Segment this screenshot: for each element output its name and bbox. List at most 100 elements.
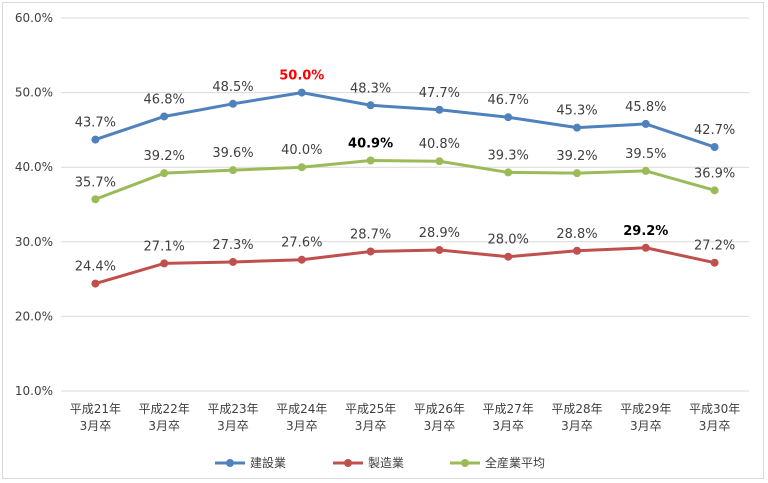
data-label: 48.5% [212,80,253,95]
data-label: 29.2% [623,224,668,239]
data-point [160,112,169,121]
data-point [573,169,581,178]
y-tick-label: 50.0% [15,86,53,100]
x-tick-label: 平成29年 [620,402,671,416]
y-tick-label: 60.0% [15,11,53,25]
data-label: 40.0% [281,143,322,158]
data-point [366,101,375,110]
x-tick-label: 平成22年 [139,402,190,416]
data-point [573,246,581,255]
data-label: 47.7% [419,86,460,101]
data-point [435,246,444,255]
data-label: 45.3% [556,104,597,119]
legend-label: 全産業平均 [485,455,545,470]
x-tick-label: 3月卒 [492,419,524,433]
legend: 建設業 製造業 全産業平均 [215,455,545,470]
x-tick-label: 平成26年 [414,402,465,416]
data-label: 27.3% [212,238,253,253]
data-point [641,166,650,175]
x-tick-label: 平成24年 [276,402,327,416]
x-tick-label: 3月卒 [355,419,387,433]
data-label: 39.3% [488,148,529,163]
legend-label: 製造業 [368,456,404,470]
data-point [641,243,650,252]
data-label: 27.1% [144,239,185,254]
data-label: 28.7% [350,227,391,242]
data-point [710,258,719,267]
x-tick-label: 平成23年 [207,402,258,416]
data-point [229,99,237,108]
x-axis-labels: 平成21年 3月卒 平成22年 3月卒 平成23年 3月卒 平成24年 3月卒 平成25年 3月卒… [70,402,740,433]
x-tick-label: 平成21年 [70,402,121,416]
data-point [297,255,306,264]
data-point [435,105,444,114]
series-lines [93,91,717,286]
data-label: 28.0% [488,233,529,248]
data-point [435,157,444,166]
x-tick-label: 3月卒 [561,419,593,433]
y-axis-labels: 10.0% 20.0% 30.0% 40.0% 50.0% 60.0% [15,11,53,398]
data-label: 46.7% [488,93,529,108]
data-label: 28.9% [419,226,460,241]
x-tick-label: 平成27年 [483,402,534,416]
legend-swatch-marker [226,459,234,467]
data-point [366,247,375,256]
x-tick-label: 3月卒 [424,419,456,433]
data-point [710,186,719,195]
gridlines [61,17,749,392]
x-tick-label: 平成30年 [689,402,740,416]
data-point [366,156,375,165]
x-tick-label: 3月卒 [217,419,249,433]
data-label: 27.2% [694,239,735,254]
x-tick-label: 3月卒 [80,419,112,433]
legend-item: 全産業平均 [450,455,545,470]
data-point [297,88,306,97]
data-label: 50.0% [279,69,324,84]
data-label: 35.7% [75,175,116,190]
y-tick-label: 10.0% [15,384,53,398]
data-label: 27.6% [281,236,322,251]
legend-swatch-marker [344,459,352,467]
data-label: 40.8% [419,137,460,152]
data-label: 28.8% [556,227,597,242]
data-label: 39.2% [556,149,597,164]
x-tick-label: 平成28年 [551,402,602,416]
data-point [160,259,169,268]
data-label: 46.8% [144,92,185,107]
data-point [91,279,100,288]
y-tick-label: 40.0% [15,160,53,174]
data-point [504,168,513,177]
data-label: 42.7% [694,123,735,138]
legend-item: 製造業 [333,456,404,470]
data-label: 45.8% [625,100,666,115]
data-point [504,252,513,261]
series-line [93,91,717,149]
data-point [229,257,237,266]
y-tick-label: 20.0% [15,309,53,323]
legend-swatch-marker [461,459,469,467]
data-point [91,135,100,144]
data-label: 39.6% [212,146,253,161]
data-labels: 43.7% 46.8% 48.5% 50.0% 48.3% 47.7% 46.7% 45.3%… [75,69,736,275]
data-label: 24.4% [75,260,116,275]
data-point [573,123,581,132]
data-point [710,143,719,152]
legend-label: 建設業 [250,455,286,470]
data-point [229,166,237,175]
data-point [641,119,650,128]
x-tick-label: 3月卒 [630,419,662,433]
data-label: 39.2% [144,149,185,164]
legend-item: 建設業 [215,455,286,470]
x-tick-label: 平成25年 [345,402,396,416]
data-label: 40.9% [348,136,393,151]
x-tick-label: 3月卒 [699,419,731,433]
data-point [160,169,169,178]
series-points [91,88,719,288]
y-tick-label: 30.0% [15,235,53,249]
data-label: 36.9% [694,166,735,181]
data-point [504,113,513,122]
data-label: 48.3% [350,81,391,96]
series-line [93,246,717,286]
data-label: 39.5% [625,147,666,162]
